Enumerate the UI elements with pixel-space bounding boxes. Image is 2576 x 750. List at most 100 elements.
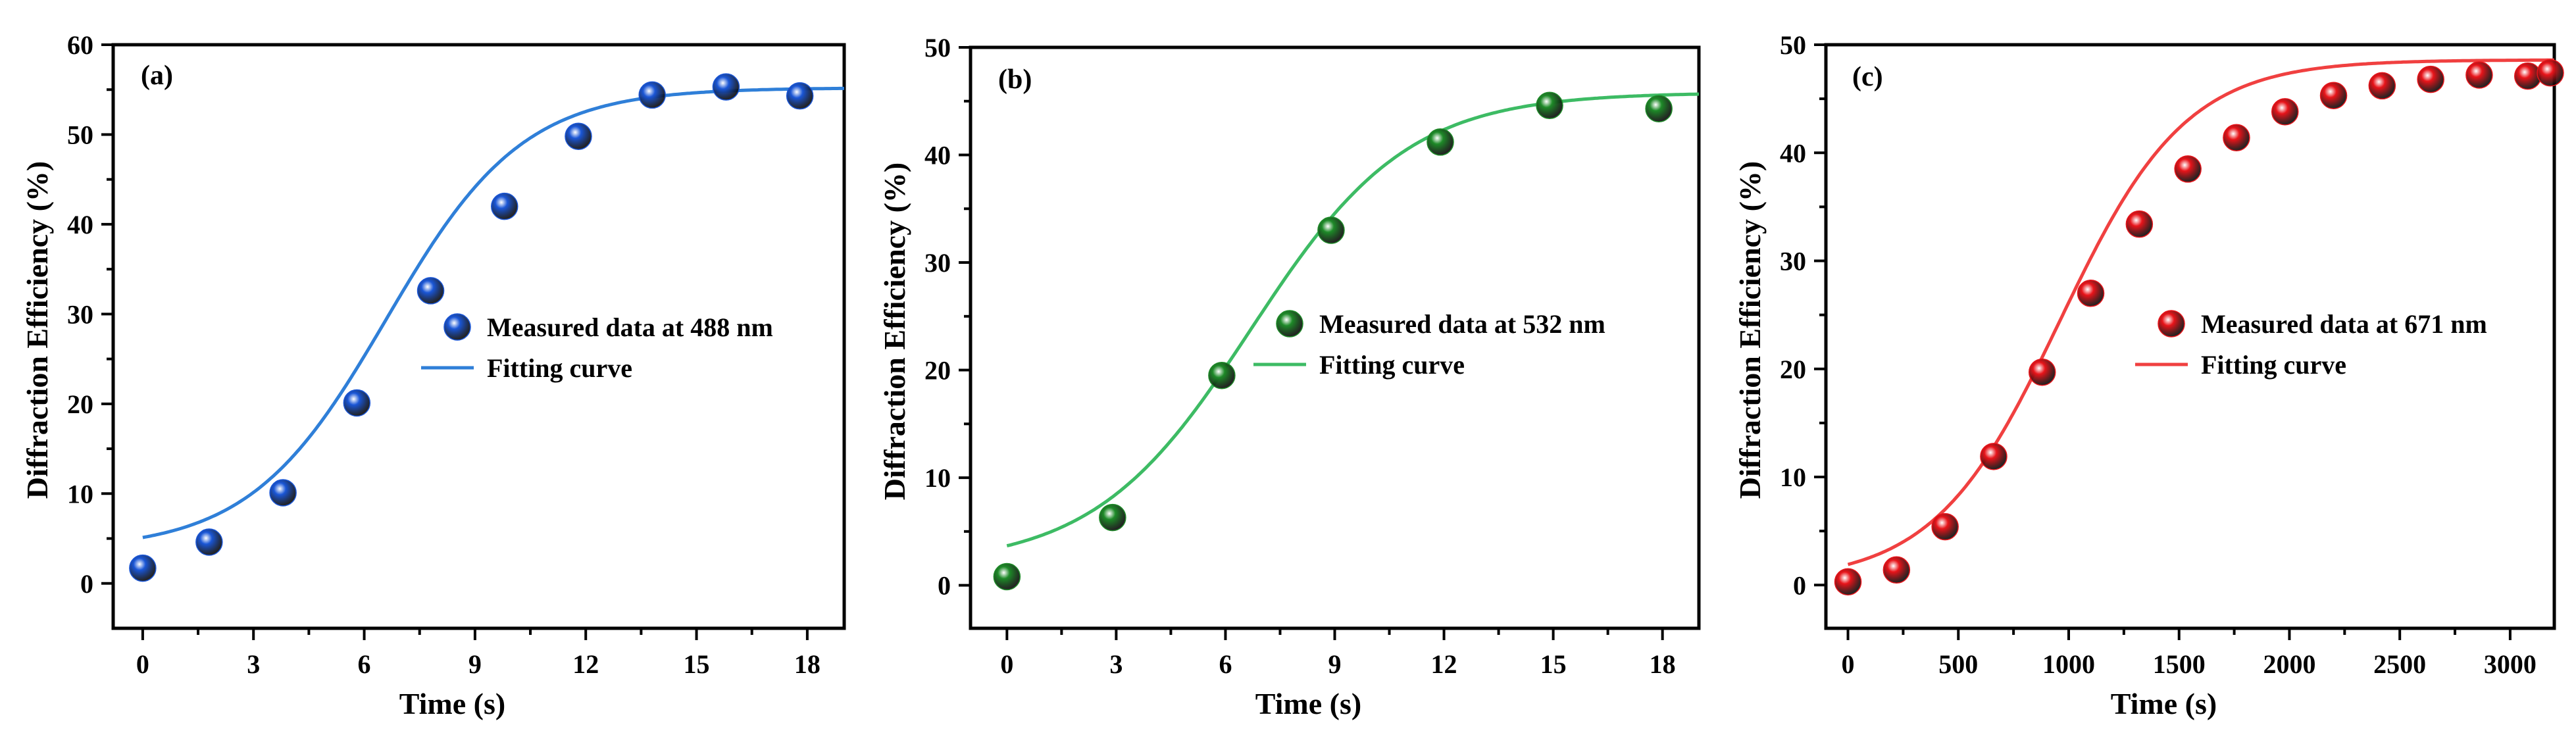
data-point bbox=[1099, 503, 1126, 532]
data-point bbox=[1645, 95, 1673, 122]
legend-label-fitting: Fitting curve bbox=[1319, 350, 1465, 380]
y-tick-label: 30 bbox=[924, 248, 951, 278]
legend: Measured data at 532 nm Fitting curve bbox=[1253, 309, 1605, 380]
panel-label: (c) bbox=[1852, 62, 1883, 92]
y-tick-label: 10 bbox=[1780, 463, 1806, 492]
y-axis-title: Diffraction Efficiency (%) bbox=[20, 161, 54, 499]
data-point bbox=[129, 554, 157, 582]
legend-label-fitting: Fitting curve bbox=[487, 353, 632, 383]
y-tick-label: 10 bbox=[924, 463, 951, 493]
y-tick-label: 20 bbox=[1780, 355, 1806, 384]
data-point bbox=[491, 192, 518, 220]
data-point bbox=[2028, 358, 2056, 386]
legend-label-fitting: Fitting curve bbox=[2201, 350, 2346, 380]
data-point bbox=[2174, 155, 2202, 183]
plot-frame bbox=[111, 43, 846, 630]
data-point bbox=[2223, 124, 2250, 152]
y-axis-title: Diffraction Efficiency (%) bbox=[878, 162, 911, 501]
x-tick-label: 3 bbox=[1109, 649, 1123, 679]
data-point bbox=[1980, 443, 2008, 470]
x-axis-title: Time (s) bbox=[2111, 687, 2217, 720]
panel-2: 0 3 6 9 12 15 18 0 10 20 30 40 50 Time (s) Diffraction… bbox=[878, 33, 1701, 720]
legend-label-measured: Measured data at 488 nm bbox=[487, 312, 773, 342]
x-tick-label: 2000 bbox=[2263, 649, 2315, 679]
y-tick-label: 30 bbox=[1780, 247, 1806, 276]
x-axis-title: Time (s) bbox=[1255, 687, 1361, 720]
y-tick-label: 0 bbox=[80, 569, 93, 599]
y-tick-label: 40 bbox=[924, 141, 951, 170]
legend-marker bbox=[1276, 310, 1303, 338]
data-point bbox=[1931, 512, 1959, 541]
y-tick-label: 0 bbox=[938, 571, 951, 601]
x-tick-label: 3000 bbox=[2484, 649, 2537, 679]
y-tick-label: 50 bbox=[1780, 30, 1806, 60]
fitting-curve bbox=[1006, 92, 1699, 548]
x-tick-label: 18 bbox=[794, 649, 821, 679]
y-tick-label: 30 bbox=[67, 299, 93, 329]
legend-label-measured: Measured data at 671 nm bbox=[2201, 309, 2487, 339]
y-tick-label: 10 bbox=[67, 479, 93, 509]
x-tick-label: 9 bbox=[1328, 649, 1342, 679]
data-point bbox=[2417, 65, 2444, 93]
x-tick-label: 12 bbox=[1431, 649, 1457, 679]
data-point bbox=[786, 82, 814, 110]
y-tick-label: 50 bbox=[924, 33, 951, 63]
y-tick-label: 40 bbox=[67, 210, 93, 239]
data-point bbox=[1317, 216, 1345, 244]
legend: Measured data at 671 nm Fitting curve bbox=[2135, 309, 2487, 380]
y-tick-label: 50 bbox=[67, 120, 93, 149]
data-point bbox=[269, 479, 297, 507]
data-point bbox=[712, 73, 740, 101]
y-tick-label: 20 bbox=[67, 389, 93, 419]
x-tick-label: 2500 bbox=[2373, 649, 2426, 679]
panel-3: 0 500 1000 1500 2000 2500 3000 0 10 20 30 40 50 Time … bbox=[1733, 30, 2564, 720]
data-point bbox=[1536, 91, 1563, 120]
x-tick-label: 0 bbox=[1000, 649, 1013, 679]
x-tick-label: 6 bbox=[358, 649, 371, 679]
x-tick-label: 0 bbox=[1842, 649, 1855, 679]
data-point bbox=[2125, 210, 2154, 238]
y-tick-label: 20 bbox=[924, 356, 951, 386]
data-point bbox=[343, 389, 371, 417]
data-point bbox=[195, 528, 223, 556]
x-tick-label: 3 bbox=[247, 649, 260, 679]
legend-marker bbox=[2158, 310, 2185, 338]
legend: Measured data at 488 nm Fitting curve bbox=[421, 312, 773, 383]
x-tick-label: 15 bbox=[1540, 649, 1567, 679]
x-tick-label: 9 bbox=[468, 649, 482, 679]
x-tick-label: 1500 bbox=[2153, 649, 2206, 679]
x-axis-title: Time (s) bbox=[399, 687, 505, 720]
x-tick-label: 1000 bbox=[2042, 649, 2095, 679]
data-point bbox=[993, 562, 1021, 591]
y-axis-title: Diffraction Efficiency (%) bbox=[1733, 161, 1767, 499]
data-point bbox=[2271, 98, 2299, 126]
data-point bbox=[2319, 82, 2348, 109]
data-point bbox=[1834, 568, 1862, 596]
fitting-curve bbox=[1847, 58, 2554, 566]
panel-1: 0 3 6 9 12 15 18 0 10 20 30 40 50 60 Time (s) Diffracti… bbox=[20, 30, 846, 720]
data-point bbox=[2513, 62, 2542, 90]
data-point bbox=[2077, 280, 2105, 307]
x-tick-label: 0 bbox=[136, 649, 149, 679]
x-tick-label: 6 bbox=[1219, 649, 1232, 679]
data-point bbox=[1208, 361, 1236, 389]
data-point bbox=[2465, 61, 2493, 89]
panel-label: (b) bbox=[998, 64, 1032, 95]
data-point bbox=[1427, 128, 1454, 156]
data-point bbox=[565, 122, 592, 150]
x-tick-label: 18 bbox=[1650, 649, 1676, 679]
y-tick-label: 0 bbox=[1793, 570, 1806, 600]
x-tick-label: 15 bbox=[684, 649, 710, 679]
y-tick-label: 40 bbox=[1780, 138, 1806, 168]
y-tick-label: 60 bbox=[67, 30, 93, 60]
x-tick-label: 500 bbox=[1938, 649, 1978, 679]
legend-label-measured: Measured data at 532 nm bbox=[1319, 309, 1605, 339]
panel-label: (a) bbox=[141, 61, 173, 91]
legend-marker bbox=[443, 313, 471, 341]
data-point bbox=[417, 277, 445, 305]
data-point bbox=[2537, 59, 2564, 87]
plot-frame bbox=[1824, 43, 2556, 630]
data-point bbox=[2368, 72, 2396, 100]
x-tick-label: 12 bbox=[572, 649, 599, 679]
